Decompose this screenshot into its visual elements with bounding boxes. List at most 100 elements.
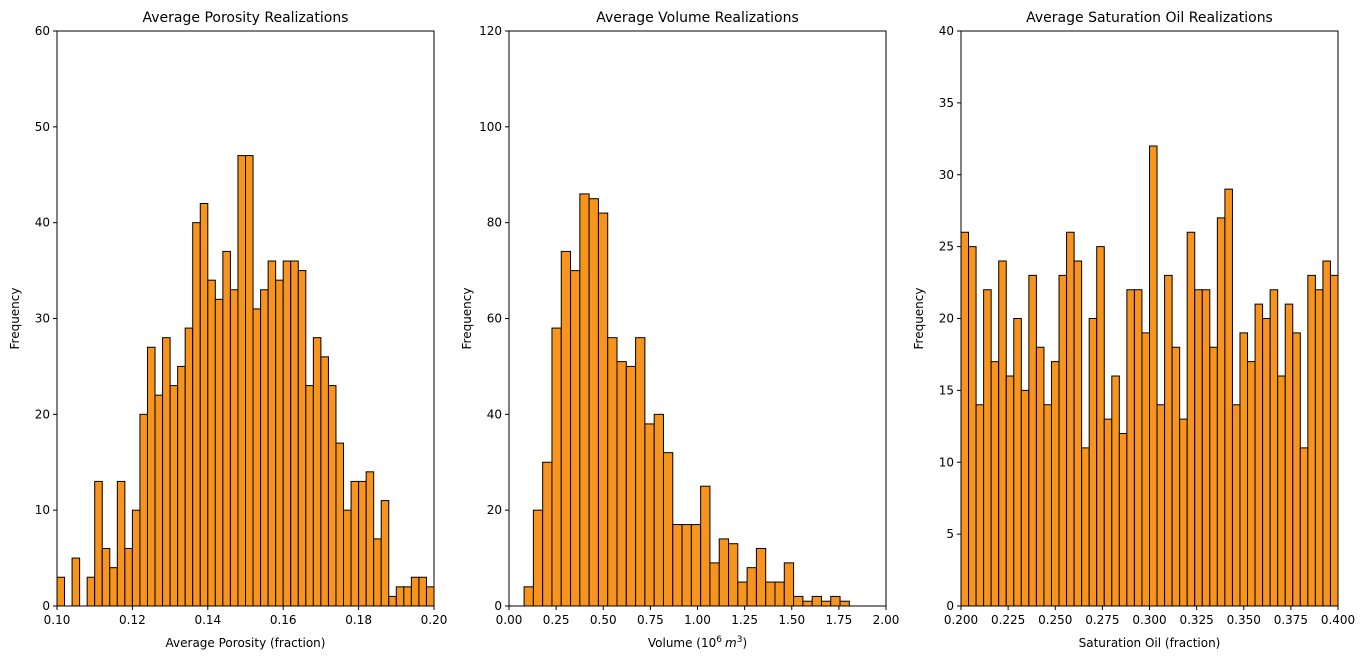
porosity-bar [327,385,337,607]
porosity-bar [139,413,148,607]
saturation-bar [1299,447,1309,607]
porosity-bar [403,586,412,607]
saturation-x-tick-label: 0.225 [991,613,1025,627]
porosity-bar [418,576,427,607]
volume-x-label-unit: m [725,636,737,650]
porosity-y-ticks: 0 10 20 30 40 50 60 [35,24,57,613]
saturation-x-tick-label: 0.325 [1179,613,1213,627]
volume-bar [737,581,748,607]
porosity-bar [177,365,186,607]
saturation-bar [1254,303,1264,607]
saturation-bar [968,246,977,607]
volume-bar [793,595,804,607]
saturation-bar [1141,332,1150,607]
volume-bar [588,198,599,607]
volume-x-tick-label: 1.00 [684,613,711,627]
porosity-bar [94,480,103,607]
saturation-bar [1201,289,1211,607]
saturation-y-tick-label: 30 [939,168,954,182]
saturation-histogram: 0.200 0.225 0.250 0.275 0.300 0.325 0.350 0.375… [912,10,1355,650]
porosity-bar [237,155,247,607]
porosity-x-tick-label: 0.12 [119,613,146,627]
saturation-bar [1088,318,1098,607]
volume-bar [839,600,850,607]
porosity-bar [169,385,179,607]
volume-bar [700,485,711,607]
volume-bar [532,509,544,607]
porosity-y-tick-label: 30 [35,312,50,326]
volume-title: Average Volume Realizations [596,10,799,26]
saturation-bar [1133,289,1143,607]
saturation-bars [960,145,1339,607]
volume-x-tick-label: 1.50 [778,613,805,627]
saturation-bar [998,260,1007,607]
volume-bar [746,567,757,607]
saturation-bar [1224,188,1233,607]
volume-bar [662,452,674,607]
porosity-bar [297,270,307,607]
saturation-bar [1239,332,1249,607]
porosity-bar [373,538,382,607]
porosity-bar [146,346,156,607]
porosity-bar [214,298,224,607]
saturation-bar [1035,346,1045,607]
porosity-bar [365,471,375,607]
porosity-bar [245,155,254,607]
porosity-bar [380,500,390,607]
saturation-bar [1096,246,1105,607]
volume-x-label-sup-3: 3 [737,635,743,645]
porosity-x-tick-label: 0.18 [345,613,372,627]
saturation-bar [1149,145,1158,607]
porosity-bar [86,576,96,607]
volume-bar [597,212,609,607]
saturation-bar [1058,274,1068,607]
porosity-bar [395,586,405,607]
porosity-x-tick-label: 0.10 [44,613,71,627]
porosity-bar [358,480,367,607]
porosity-x-tick-label: 0.16 [270,613,297,627]
saturation-x-tick-label: 0.350 [1227,613,1261,627]
saturation-title: Average Saturation Oil Realizations [1026,10,1273,26]
volume-y-tick-label: 60 [487,312,502,326]
porosity-bar [199,203,209,607]
saturation-y-ticks: 0 5 10 15 20 25 30 35 40 [939,24,961,613]
porosity-bar [222,250,231,607]
saturation-bar [1171,346,1181,607]
saturation-bar [1103,418,1113,607]
saturation-x-tick-label: 0.400 [1321,613,1355,627]
porosity-title: Average Porosity Realizations [143,10,349,26]
porosity-bar [116,480,126,607]
porosity-y-tick-label: 60 [35,24,50,38]
volume-bar [690,524,702,607]
saturation-x-tick-label: 0.200 [944,613,978,627]
saturation-bar [1020,389,1030,607]
porosity-bar [350,480,360,607]
volume-bar [560,250,572,607]
saturation-y-tick-label: 35 [939,96,954,110]
porosity-bar [71,557,81,607]
porosity-bar [260,289,269,607]
saturation-bar [1322,260,1331,607]
volume-y-tick-label: 40 [487,407,502,421]
porosity-bar [162,337,171,607]
saturation-bar [1073,260,1083,607]
saturation-x-ticks: 0.200 0.225 0.250 0.275 0.300 0.325 0.350 0.375… [944,606,1355,627]
volume-bar [551,327,562,607]
saturation-bar [1005,375,1015,607]
volume-x-tick-label: 0.75 [637,613,664,627]
porosity-bars [56,155,435,607]
porosity-bar [267,260,277,607]
saturation-bar [1043,404,1052,607]
porosity-y-tick-label: 10 [35,503,50,517]
porosity-bar [124,548,133,607]
porosity-bar [109,567,118,607]
volume-bar [672,524,683,607]
volume-bar [765,581,776,607]
volume-y-label: Frequency [460,288,474,350]
saturation-bar [1329,274,1339,607]
volume-x-tick-label: 1.75 [826,613,853,627]
volume-x-label-sup-6: 6 [716,635,722,645]
saturation-x-tick-label: 0.375 [1274,613,1308,627]
porosity-bar [252,308,262,607]
volume-x-tick-label: 0.25 [543,613,570,627]
